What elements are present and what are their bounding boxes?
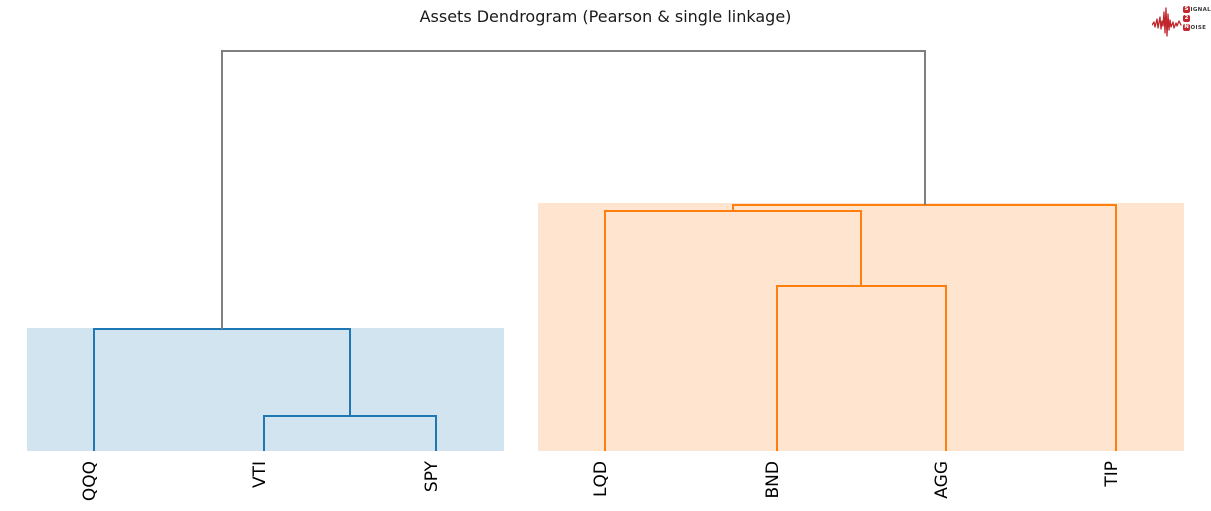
signal-2-noise-logo: S IGNAL 2 N OISE (1152, 3, 1211, 39)
leaf-label-qqq: QQQ (80, 461, 100, 502)
dendrogram-link-lqd-up (732, 205, 734, 212)
dendrogram-link-tip (1115, 205, 1117, 451)
dendrogram-link-vti (263, 416, 265, 451)
logo-text-ignal: IGNAL (1190, 6, 1211, 13)
logo-letter-s: S (1183, 6, 1190, 13)
dendrogram-link-vti-spy-up (349, 329, 351, 416)
logo-letter-2: 2 (1183, 15, 1190, 22)
leaf-label-bnd: BND (763, 461, 783, 499)
dendrogram-link-bnd-agg-bar (776, 285, 947, 287)
dendrogram-link-qqq-bar (93, 328, 351, 330)
dendrogram-link-spy (435, 416, 437, 451)
dendrogram-link-vti-spy-bar (263, 415, 437, 417)
chart-title: Assets Dendrogram (Pearson & single link… (419, 7, 792, 26)
leaf-label-lqd: LQD (591, 461, 611, 497)
dendrogram-link-lqd (604, 211, 606, 451)
logo-text: S IGNAL 2 N OISE (1183, 6, 1211, 33)
leaf-label-tip: TIP (1102, 461, 1122, 487)
logo-row-signal: S IGNAL (1183, 6, 1211, 13)
dendrogram-link-qqq (93, 329, 95, 451)
logo-row-noise: N OISE (1183, 24, 1211, 31)
logo-letter-n: N (1183, 24, 1190, 31)
logo-row-2: 2 (1183, 15, 1211, 22)
logo-text-oise: OISE (1190, 24, 1207, 31)
dendrogram-link-tip-bar (732, 204, 1117, 206)
leaf-label-vti: VTI (250, 461, 270, 489)
dendrogram-root-bar (221, 50, 926, 52)
waveform-icon (1152, 7, 1182, 37)
leaf-label-agg: AGG (932, 461, 952, 499)
dendrogram-link-agg (945, 286, 947, 451)
dendrogram-root-right (924, 51, 926, 205)
cluster-1-region (27, 328, 504, 451)
dendrogram-root-left (221, 51, 223, 329)
dendrogram-link-bnd-agg-up (860, 211, 862, 286)
leaf-label-spy: SPY (422, 461, 442, 493)
dendrogram-link-bnd (776, 286, 778, 451)
